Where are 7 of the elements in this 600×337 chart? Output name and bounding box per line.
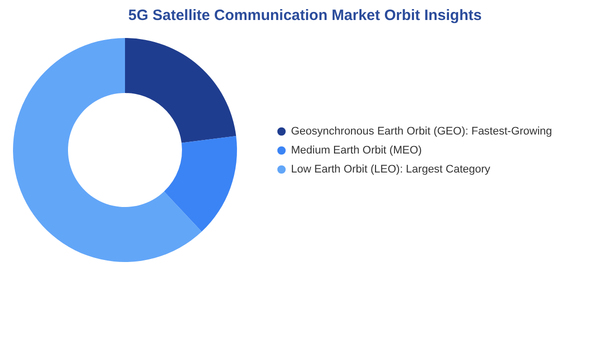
donut-slice <box>13 38 202 262</box>
donut-slice <box>125 38 236 143</box>
legend-label: Low Earth Orbit (LEO): Largest Category <box>291 164 491 176</box>
legend-label: Geosynchronous Earth Orbit (GEO): Fastest-Growing <box>291 126 552 138</box>
legend-label: Medium Earth Orbit (MEO) <box>291 144 422 156</box>
chart-title: 5G Satellite Communication Market Orbit Insights <box>128 7 482 24</box>
donut-slice <box>164 136 237 232</box>
